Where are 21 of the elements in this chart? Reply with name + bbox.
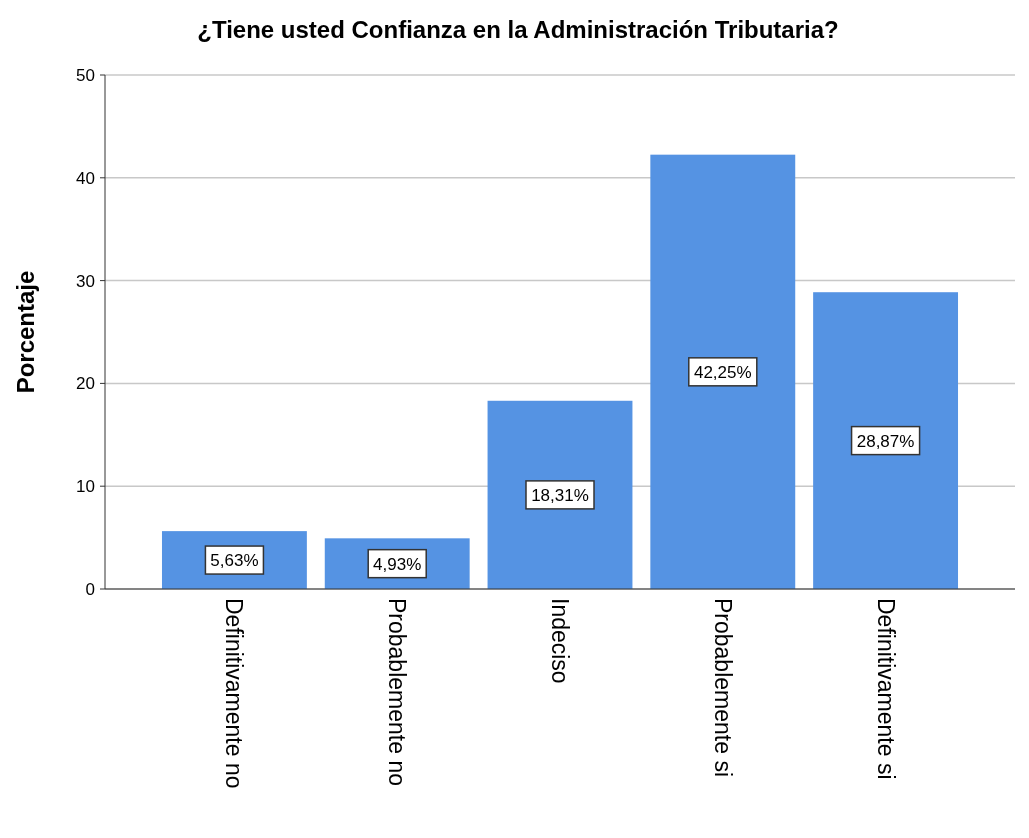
y-axis-title: Porcentaje xyxy=(12,270,39,394)
data-label: 5,63% xyxy=(210,551,259,571)
data-label: 4,93% xyxy=(373,554,422,574)
chart-title: ¿Tiene usted Confianza en la Administración Tributaria? xyxy=(197,16,839,43)
y-tick-label: 20 xyxy=(76,374,95,394)
y-tick-label: 30 xyxy=(76,271,95,291)
x-tick-label: Definitivamente no xyxy=(221,598,248,789)
x-tick-label: Indeciso xyxy=(546,598,573,684)
data-label: 42,25% xyxy=(693,362,752,382)
y-tick-label: 10 xyxy=(76,477,95,497)
bar xyxy=(650,154,796,589)
data-label: 18,31% xyxy=(531,485,589,505)
y-tick-label: 40 xyxy=(76,168,95,188)
y-tick-label: 50 xyxy=(76,65,95,85)
bar xyxy=(487,400,633,589)
y-tick-label: 0 xyxy=(85,579,95,599)
x-tick-label: Probablemente no xyxy=(384,598,411,786)
x-tick-label: Probablemente si xyxy=(709,598,736,777)
bar xyxy=(813,292,959,589)
x-tick-label: Definitivamente si xyxy=(872,598,899,780)
data-label: 28,87% xyxy=(856,431,915,451)
